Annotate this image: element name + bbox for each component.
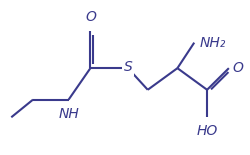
Text: NH₂: NH₂: [198, 36, 225, 50]
Text: HO: HO: [196, 124, 217, 138]
Text: S: S: [123, 60, 132, 74]
Text: NH: NH: [58, 107, 79, 122]
Text: O: O: [232, 61, 243, 75]
Text: O: O: [84, 10, 96, 24]
